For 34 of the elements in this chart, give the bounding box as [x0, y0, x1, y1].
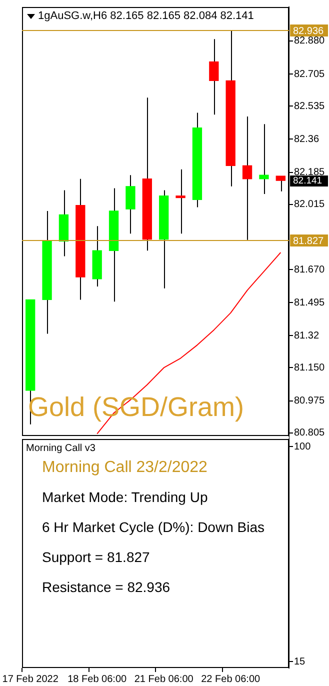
candlestick [126, 174, 136, 234]
chart-title: 1gAuSG.w,H6 82.165 82.165 82.084 82.141 [38, 10, 254, 22]
ref-line-label: 81.827 [293, 236, 324, 247]
y2-tick-label: 100 [294, 441, 312, 452]
y-tick-label: 82.705 [294, 68, 326, 80]
annotation: 6 Hr Market Cycle (D%): Down Bias [42, 518, 264, 535]
y-tick-label: 82.36 [294, 134, 320, 145]
y-tick-label: 80.975 [294, 396, 326, 407]
candlestick [276, 176, 286, 192]
x-tick-label: 17 Feb 2022 [2, 674, 59, 685]
y-tick-label: 82.015 [294, 199, 326, 210]
x-tick-label: 21 Feb 06:00 [134, 674, 194, 685]
candlestick [209, 38, 219, 116]
candlestick [176, 168, 186, 234]
candlestick [259, 124, 269, 194]
y-tick-label: 82.880 [294, 36, 326, 47]
x-tick-label: 18 Feb 06:00 [68, 674, 127, 685]
y-tick-label: 81.495 [294, 297, 326, 308]
y-tick-label: 81.32 [294, 330, 320, 342]
y-tick-label: 80.805 [294, 428, 326, 439]
text: 82.141 [293, 176, 322, 187]
y-tick-label: 82.185 [294, 167, 326, 178]
y2-tick-label: 15 [294, 656, 306, 668]
annotation: Resistance = 82.936 [42, 578, 170, 595]
annotation: Morning Call v3 [26, 442, 96, 454]
annotation: Market Mode: Trending Up [42, 488, 208, 505]
y-tick-label: 82.535 [294, 100, 326, 112]
annotation: Support = 81.827 [42, 548, 150, 565]
text: Morning Call 23/2/2022 [42, 458, 208, 477]
y-tick-label: 81.150 [294, 362, 326, 374]
ref-line-label: 82.936 [293, 26, 324, 37]
x-tick-label: 22 Feb 06:00 [201, 674, 260, 685]
candlestick [242, 116, 252, 240]
y-tick-label: 81.670 [294, 264, 326, 276]
